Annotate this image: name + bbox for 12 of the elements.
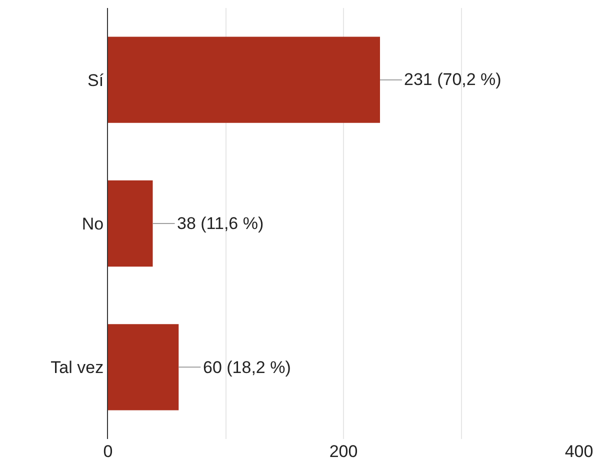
y-tick-label: No: [82, 214, 104, 234]
data-label: 38 (11,6 %): [177, 214, 264, 233]
x-tick-label: 0: [103, 442, 113, 461]
y-tick-label: Tal vez: [50, 358, 104, 378]
data-label: 60 (18,2 %): [203, 358, 291, 377]
y-tick-label: Sí: [88, 70, 104, 90]
bar: [108, 36, 380, 123]
bar: [108, 324, 179, 410]
data-label: 231 (70,2 %): [404, 70, 502, 89]
x-tick-label: 400: [564, 442, 594, 461]
bar: [108, 180, 153, 267]
x-tick-label: 200: [329, 442, 358, 461]
